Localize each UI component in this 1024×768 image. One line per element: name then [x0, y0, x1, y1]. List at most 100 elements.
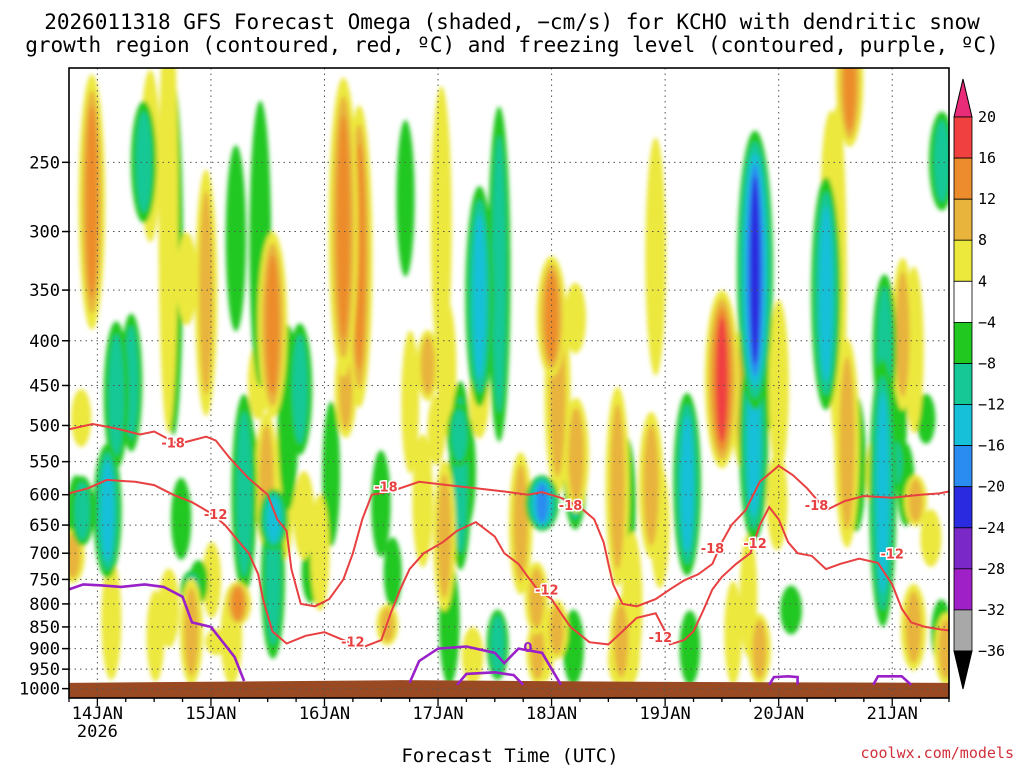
contour-label-18-0: -18	[161, 437, 185, 452]
x-tick-sublabel-0: 2026	[77, 722, 118, 742]
x-tick-label-1: 15JAN	[185, 704, 236, 724]
colorbar-label-7: −12	[978, 396, 1005, 414]
omega-cell-100-1	[135, 111, 152, 213]
omega-cell-111-2	[101, 460, 114, 562]
omega-cell-99-1	[905, 591, 922, 664]
omega-cell-118-3	[716, 316, 728, 443]
omega-cell-22-0	[310, 494, 330, 611]
plot-area: -18 -18 -18 -18 -18 -12 -12 -12 -12 -12 -12 0	[69, 68, 949, 698]
omega-cell-79-1	[614, 603, 629, 678]
omega-cell-107-2	[843, 68, 856, 131]
contour-purple-freezing-4	[768, 674, 799, 686]
omega-cell-76-1	[908, 479, 923, 523]
omega-cell-97-1	[108, 333, 125, 456]
colorbar-label-1: 16	[978, 149, 996, 167]
omega-cell-117-2	[819, 206, 833, 381]
omega-cell-72-1	[492, 135, 507, 413]
omega-cell-66-1	[895, 271, 910, 398]
y-tick-label-500: 500	[29, 416, 60, 436]
contour-label-18-4: -18	[805, 499, 829, 514]
colorbar-swatch-5	[953, 321, 973, 364]
x-tick-label-6: 20JAN	[753, 704, 804, 724]
omega-cell-9-0	[383, 537, 402, 608]
y-tick-label-800: 800	[29, 595, 60, 615]
omega-cell-94-1	[643, 424, 659, 546]
omega-cell-64-1	[490, 615, 505, 674]
y-tick-label-1000: 1000	[19, 680, 60, 700]
x-tick-label-3: 17JAN	[412, 704, 463, 724]
y-tick-label-400: 400	[29, 332, 60, 352]
colorbar-bottom-arrow	[953, 650, 973, 690]
contour-layer: -18 -18 -18 -18 -18 -12 -12 -12 -12 -12 -12 0	[69, 422, 949, 686]
contour-label-12-1: -12	[341, 636, 365, 651]
y-tick-label-250: 250	[29, 153, 60, 173]
omega-cell-98-1	[236, 411, 252, 577]
colorbar-swatch-9	[953, 486, 973, 529]
y-tick-label-300: 300	[29, 223, 60, 243]
colorbar-swatch-8	[953, 445, 973, 488]
omega-cell-115-2	[336, 115, 351, 340]
y-tick-label-600: 600	[29, 486, 60, 506]
contour-label-18-1: -18	[374, 481, 398, 496]
colorbar-label-9: −20	[978, 478, 1005, 496]
grid-layer	[69, 68, 949, 698]
omega-cell-109-2	[680, 415, 694, 553]
omega-cell-5-0	[401, 330, 420, 474]
omega-cell-23-0	[371, 450, 391, 557]
y-tick-label-700: 700	[29, 544, 60, 564]
colorbar-label-2: 12	[978, 190, 996, 208]
y-tick-label-850: 850	[29, 618, 60, 638]
omega-cell-96-1	[451, 408, 468, 462]
plot-frame	[68, 67, 950, 699]
omega-cell-33-0	[71, 389, 92, 447]
omega-cell-82-1	[513, 464, 528, 583]
contour-label-18-3: -18	[701, 542, 725, 557]
omega-cell-59-0	[780, 585, 802, 635]
omega-cell-32-0	[101, 558, 122, 680]
credit-text: coolwx.com/models	[860, 744, 1014, 762]
colorbar-swatch-11	[953, 568, 973, 611]
omega-cell-34-0	[170, 477, 192, 560]
omega-cell-36-0	[768, 299, 789, 474]
omega-shading-layer	[69, 68, 949, 685]
x-tick-label-5: 19JAN	[640, 704, 691, 724]
contour-label-12-4: -12	[743, 537, 767, 552]
omega-cell-73-1	[437, 473, 452, 599]
omega-cell-56-0	[461, 627, 484, 685]
omega-cell-53-0	[293, 470, 315, 560]
colorbar-label-3: 8	[978, 231, 987, 249]
omega-cell-95-1	[839, 356, 855, 530]
omega-cell-78-1	[184, 587, 199, 676]
colorbar-label-6: −8	[978, 355, 996, 373]
colorbar-swatch-3	[953, 239, 973, 282]
contour-red-minus18	[69, 422, 949, 608]
omega-cell-105-2	[85, 106, 98, 298]
y-tick-label-650: 650	[29, 516, 60, 536]
omega-cell-110-2	[473, 213, 486, 380]
contour-label-12-3: -12	[649, 631, 673, 646]
x-tick-label-2: 16JAN	[299, 704, 350, 724]
y-tick-label-350: 350	[29, 281, 60, 301]
omega-cell-101-1	[568, 407, 585, 503]
chart-title-line-1: 2026011318 GFS Forecast Omega (shaded, −…	[44, 10, 980, 34]
colorbar-swatch-6	[953, 363, 973, 405]
omega-cell-6-0	[322, 401, 341, 547]
omega-cell-93-1	[292, 334, 308, 444]
omega-cell-27-0	[158, 68, 179, 433]
colorbar-swatch-7	[953, 404, 973, 446]
colorbar: 20 16 12 8 4 −4 −8 −12 −16 −20 −24 −28 −32 −36	[953, 78, 1005, 690]
y-tick-label-550: 550	[29, 453, 60, 473]
omega-cell-42-0	[645, 137, 666, 376]
colorbar-swatch-4	[953, 280, 973, 323]
contour-label-12-2: -12	[535, 583, 559, 598]
colorbar-swatch-10	[953, 527, 973, 570]
omega-cell-120-4	[749, 175, 761, 366]
contour-red-minus12	[69, 478, 949, 649]
colorbar-swatch-1	[953, 157, 973, 200]
omega-cell-74-1	[752, 619, 767, 679]
contour-purple-freezing-5	[872, 675, 913, 686]
omega-cell-10-0	[396, 119, 415, 277]
omega-cell-51-0	[430, 86, 452, 368]
